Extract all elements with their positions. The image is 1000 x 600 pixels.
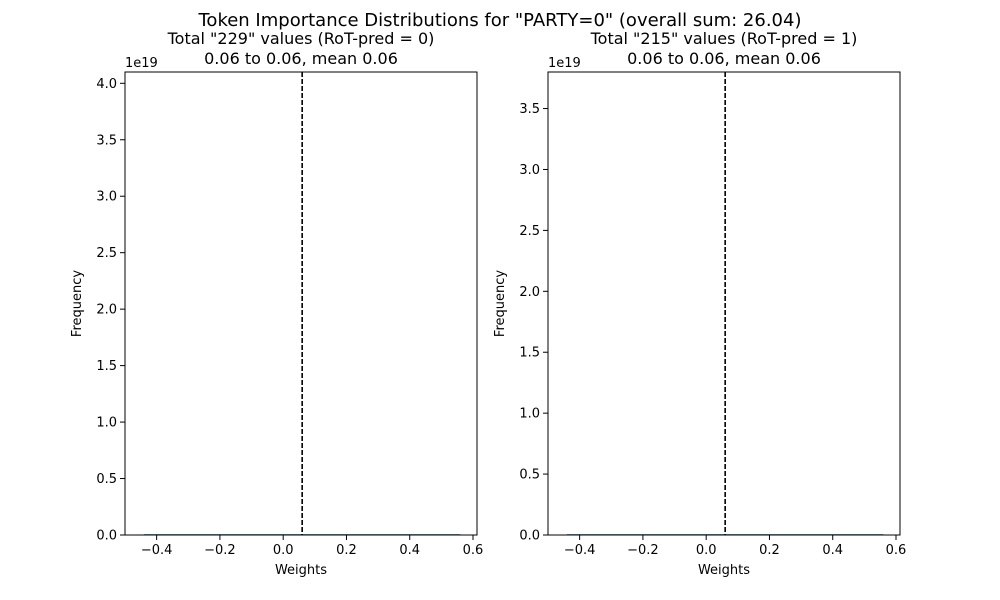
y-axis-label: Frequency xyxy=(70,270,85,337)
y-tick-label: 1.0 xyxy=(96,416,117,431)
subplot-title-line1: Total "229" values (RoT-pred = 0) xyxy=(167,29,435,48)
y-axis-label: Frequency xyxy=(493,270,508,337)
x-axis-label: Weights xyxy=(698,563,750,578)
figure-suptitle: Token Importance Distributions for "PART… xyxy=(198,10,802,31)
subplot-title-line2: 0.06 to 0.06, mean 0.06 xyxy=(627,49,821,68)
y-tick-label: 1.5 xyxy=(519,346,540,361)
subplot-title-line1: Total "215" values (RoT-pred = 1) xyxy=(590,29,858,48)
x-tick-label: 0.2 xyxy=(336,543,357,558)
x-tick-label: 0.6 xyxy=(886,543,907,558)
x-tick-label: −0.4 xyxy=(564,543,596,558)
y-tick-label: 3.0 xyxy=(96,190,117,205)
x-tick-label: 0.2 xyxy=(759,543,780,558)
y-tick-label: 0.5 xyxy=(519,468,540,483)
x-tick-label: −0.2 xyxy=(627,543,659,558)
axes-frame xyxy=(124,71,478,536)
y-offset-label: 1e19 xyxy=(125,56,158,71)
y-tick-label: 1.5 xyxy=(96,359,117,374)
x-tick-label: 0.0 xyxy=(696,543,717,558)
y-tick-label: 3.5 xyxy=(96,133,117,148)
x-tick-label: 0.6 xyxy=(463,543,484,558)
y-tick-label: 3.0 xyxy=(519,163,540,178)
subplot-right: Total "215" values (RoT-pred = 1)0.06 to… xyxy=(493,29,906,578)
y-tick-label: 3.5 xyxy=(519,102,540,117)
x-tick-label: 0.4 xyxy=(399,543,420,558)
subplot-title-line2: 0.06 to 0.06, mean 0.06 xyxy=(204,49,398,68)
y-tick-label: 2.5 xyxy=(96,246,117,261)
x-axis-label: Weights xyxy=(275,563,327,578)
x-tick-label: −0.2 xyxy=(204,543,236,558)
y-tick-label: 4.0 xyxy=(96,77,117,92)
y-tick-label: 0.0 xyxy=(96,529,117,544)
y-tick-label: 2.0 xyxy=(96,303,117,318)
y-tick-label: 2.5 xyxy=(519,224,540,239)
subplot-left: Total "229" values (RoT-pred = 0)0.06 to… xyxy=(70,29,483,578)
y-tick-label: 0.0 xyxy=(519,529,540,544)
axes-frame xyxy=(547,71,901,536)
y-tick-label: 2.0 xyxy=(519,285,540,300)
y-offset-label: 1e19 xyxy=(548,56,581,71)
x-tick-label: −0.4 xyxy=(141,543,173,558)
y-tick-label: 0.5 xyxy=(96,472,117,487)
x-tick-label: 0.0 xyxy=(273,543,294,558)
y-tick-label: 1.0 xyxy=(519,407,540,422)
x-tick-label: 0.4 xyxy=(822,543,843,558)
